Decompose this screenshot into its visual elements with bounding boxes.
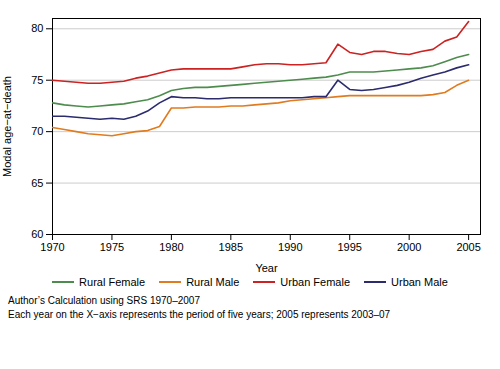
svg-text:1995: 1995 bbox=[337, 241, 361, 253]
svg-text:70: 70 bbox=[31, 125, 43, 137]
html-text:Each year on the X−axis repres: Each year on the X−axis represents the p… bbox=[8, 308, 391, 320]
html-text:Rural Male: Rural Male bbox=[186, 276, 240, 288]
svg-text:1980: 1980 bbox=[159, 241, 183, 253]
svg-text:Modal age−at−death: Modal age−at−death bbox=[1, 76, 13, 177]
svg-text:1990: 1990 bbox=[278, 241, 302, 253]
svg-text:75: 75 bbox=[31, 74, 43, 86]
svg-text:2005: 2005 bbox=[456, 241, 480, 253]
html-text:Urban Female: Urban Female bbox=[280, 276, 350, 288]
svg-text:65: 65 bbox=[31, 177, 43, 189]
html-text:Rural Female: Rural Female bbox=[79, 276, 146, 288]
svg-text:1970: 1970 bbox=[40, 241, 64, 253]
html-text:Author’s Calculation using SRS: Author’s Calculation using SRS 1970–2007 bbox=[8, 295, 200, 306]
svg-text:1985: 1985 bbox=[219, 241, 243, 253]
html-text:Urban Male: Urban Male bbox=[391, 276, 448, 288]
svg-text:1975: 1975 bbox=[100, 241, 124, 253]
svg-text:60: 60 bbox=[31, 228, 43, 240]
svg-text:80: 80 bbox=[31, 22, 43, 34]
svg-text:Year: Year bbox=[255, 262, 278, 274]
svg-text:2000: 2000 bbox=[397, 241, 421, 253]
